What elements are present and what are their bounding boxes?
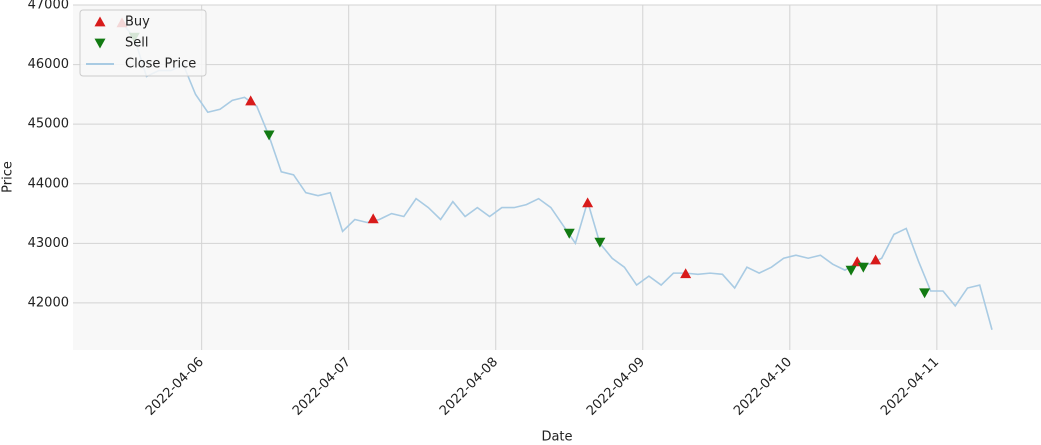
- buy-marker: [367, 213, 379, 224]
- y-tick-label: 45000: [28, 117, 69, 132]
- y-tick-label: 44000: [28, 176, 69, 191]
- sell-marker: [845, 265, 857, 276]
- buy-marker: [870, 254, 882, 265]
- x-tick-label: 2022-04-10: [731, 355, 795, 419]
- sell-marker: [263, 130, 275, 141]
- x-tick-label: 2022-04-11: [878, 355, 942, 419]
- legend-symbol: [94, 38, 106, 49]
- legend: Buy Sell Close Price: [79, 9, 207, 77]
- legend-label: Sell: [125, 36, 148, 51]
- x-tick-label: 2022-04-06: [143, 355, 207, 419]
- x-tick-label: 2022-04-07: [290, 355, 354, 419]
- plot-area: [73, 5, 1041, 350]
- y-axis-label: Price: [1, 161, 16, 193]
- legend-symbol: [94, 16, 106, 27]
- y-tick-label: 47000: [28, 0, 69, 13]
- y-tick-label: 46000: [28, 57, 69, 72]
- sell-marker: [919, 288, 931, 299]
- legend-box: [79, 9, 207, 77]
- sell-marker: [857, 262, 869, 273]
- x-tick-label: 2022-04-09: [584, 355, 648, 419]
- sell-marker: [594, 237, 606, 248]
- buy-marker: [582, 197, 594, 208]
- buy-marker: [680, 268, 692, 279]
- buy-marker: [245, 95, 257, 106]
- sell-marker: [563, 228, 575, 239]
- y-tick-label: 43000: [28, 236, 69, 251]
- legend-label: Close Price: [125, 57, 196, 72]
- x-axis-label: Date: [541, 430, 572, 445]
- y-tick-label: 42000: [28, 295, 69, 310]
- x-tick-label: 2022-04-08: [437, 355, 501, 419]
- legend-label: Buy: [125, 15, 150, 30]
